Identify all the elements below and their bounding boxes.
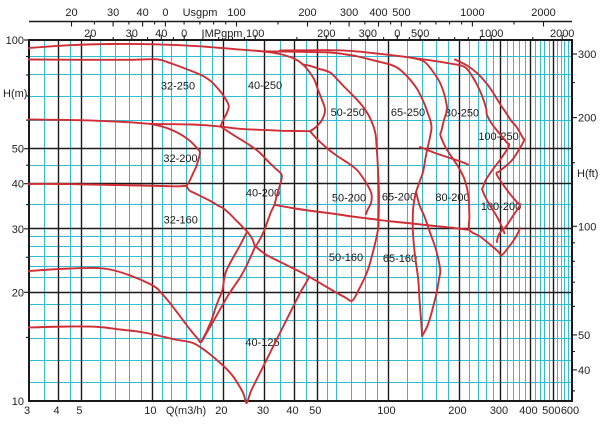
svg-text:200: 200	[317, 28, 335, 40]
svg-text:Usgpm: Usgpm	[183, 7, 218, 19]
svg-text:600: 600	[561, 405, 579, 417]
svg-text:40: 40	[136, 7, 148, 19]
svg-text:100-250: 100-250	[478, 131, 518, 143]
svg-text:40: 40	[12, 179, 24, 191]
svg-text:20: 20	[215, 405, 227, 417]
svg-text:50: 50	[578, 330, 590, 342]
svg-text:Q(m3/h): Q(m3/h)	[166, 405, 206, 417]
svg-text:40: 40	[286, 405, 298, 417]
svg-text:100: 100	[377, 405, 395, 417]
svg-text:100: 100	[578, 221, 596, 233]
svg-text:400: 400	[369, 7, 387, 19]
svg-text:300: 300	[359, 28, 377, 40]
svg-text:80-250: 80-250	[445, 108, 479, 120]
svg-text:30: 30	[257, 405, 269, 417]
svg-text:1000: 1000	[479, 28, 503, 40]
svg-text:H(ft): H(ft)	[577, 168, 598, 180]
svg-text:H(m): H(m)	[3, 88, 27, 100]
svg-text:32-200: 32-200	[163, 153, 197, 165]
svg-text:50: 50	[309, 405, 321, 417]
svg-text:32-250: 32-250	[161, 81, 195, 93]
svg-text:65-160: 65-160	[383, 253, 417, 265]
svg-text:3: 3	[24, 405, 30, 417]
svg-text:500: 500	[411, 28, 429, 40]
svg-text:300: 300	[490, 405, 508, 417]
svg-text:20: 20	[12, 287, 24, 299]
svg-text:2000: 2000	[531, 7, 555, 19]
svg-text:IMPgpm: IMPgpm	[202, 28, 243, 40]
svg-text:100: 100	[227, 7, 245, 19]
svg-text:20: 20	[65, 7, 77, 19]
svg-text:10: 10	[144, 405, 156, 417]
svg-text:10: 10	[12, 396, 24, 408]
svg-text:500: 500	[542, 405, 560, 417]
svg-text:40: 40	[155, 28, 167, 40]
svg-text:30: 30	[107, 7, 119, 19]
svg-text:50: 50	[12, 144, 24, 156]
svg-text:5: 5	[76, 405, 82, 417]
svg-text:40-200: 40-200	[246, 188, 280, 200]
svg-text:0: 0	[162, 7, 168, 19]
svg-text:32-160: 32-160	[164, 215, 198, 227]
svg-text:1000: 1000	[460, 7, 484, 19]
svg-text:100: 100	[246, 28, 264, 40]
svg-text:65-250: 65-250	[391, 107, 425, 119]
svg-text:50-200: 50-200	[332, 193, 366, 205]
svg-text:2000: 2000	[550, 28, 574, 40]
svg-text:50-160: 50-160	[329, 252, 363, 264]
svg-text:30: 30	[126, 28, 138, 40]
svg-text:0: 0	[394, 28, 400, 40]
svg-text:20: 20	[84, 28, 96, 40]
svg-text:80-200: 80-200	[435, 192, 469, 204]
svg-text:4: 4	[53, 405, 59, 417]
svg-text:30: 30	[12, 224, 24, 236]
svg-text:500: 500	[392, 7, 410, 19]
svg-text:40-250: 40-250	[248, 80, 282, 92]
svg-text:100-200: 100-200	[481, 201, 521, 213]
svg-text:50-250: 50-250	[331, 107, 365, 119]
svg-text:40-125: 40-125	[245, 337, 279, 349]
svg-text:100: 100	[6, 35, 24, 47]
svg-text:65-200: 65-200	[382, 192, 416, 204]
svg-text:0: 0	[181, 28, 187, 40]
svg-text:400: 400	[519, 405, 537, 417]
svg-text:300: 300	[340, 7, 358, 19]
svg-text:200: 200	[298, 7, 316, 19]
svg-text:200: 200	[578, 113, 596, 125]
svg-text:200: 200	[448, 405, 466, 417]
svg-text:40: 40	[578, 365, 590, 377]
svg-text:300: 300	[578, 49, 596, 61]
